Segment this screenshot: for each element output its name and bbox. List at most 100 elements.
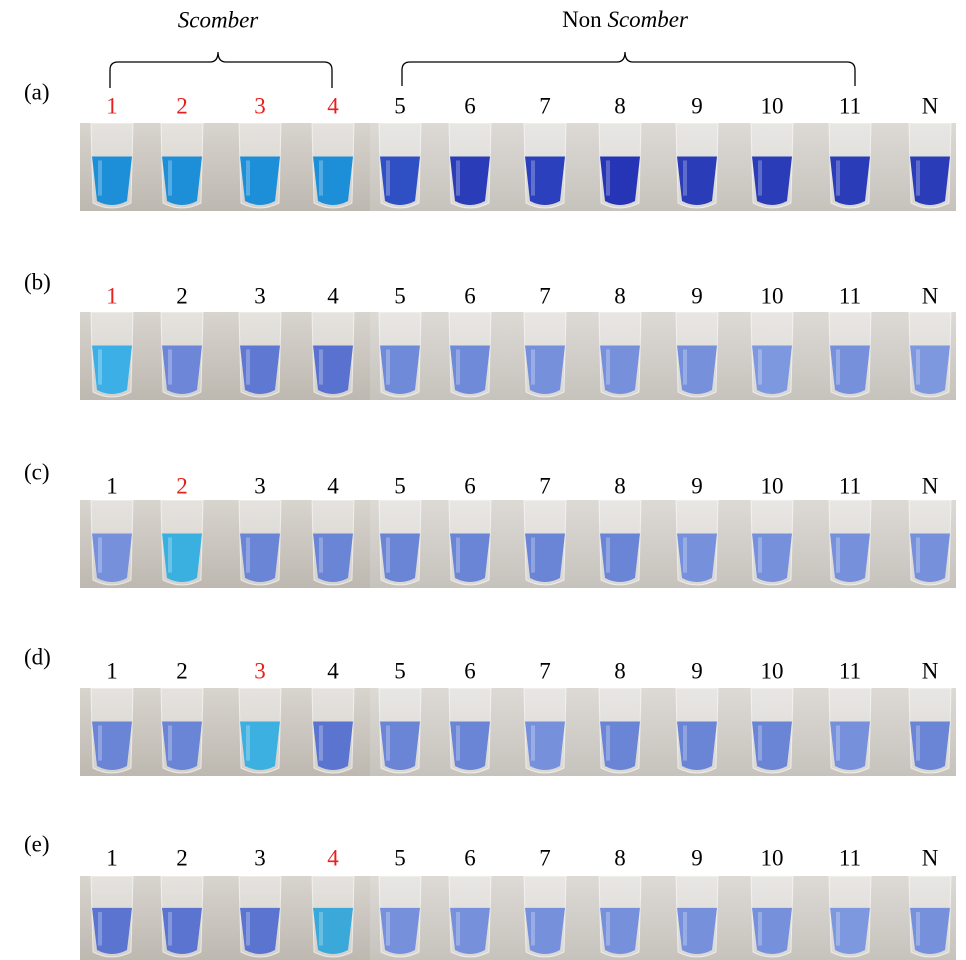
brace: [110, 52, 332, 88]
tube-label: 7: [539, 845, 551, 870]
tube-highlight: [916, 160, 920, 195]
tube-highlight: [683, 725, 687, 760]
page: Scomber Non Scomber (a)1234567891011N(b)…: [0, 0, 966, 960]
tube-highlight: [916, 912, 920, 946]
tube-highlight: [606, 160, 610, 195]
tube-highlight: [836, 349, 840, 384]
tube-label: 8: [614, 283, 626, 308]
tube-highlight: [386, 537, 390, 572]
tube-highlight: [758, 537, 762, 572]
tube-highlight: [246, 725, 250, 760]
tube-highlight: [531, 349, 535, 384]
tube-highlight: [386, 725, 390, 760]
tube-label: 2: [176, 93, 188, 118]
tube-label: 10: [761, 845, 784, 870]
tube-label: 6: [464, 93, 476, 118]
tube-highlight: [683, 537, 687, 572]
tube-highlight: [319, 349, 323, 384]
tube-label: 5: [394, 845, 406, 870]
tube-label: 7: [539, 283, 551, 308]
tube-highlight: [836, 160, 840, 195]
tube-highlight: [168, 349, 172, 384]
tube-label: 6: [464, 658, 476, 683]
row-label: (d): [24, 644, 51, 669]
tube-label: 9: [691, 845, 703, 870]
brace: [402, 52, 855, 86]
group-label: Scomber: [178, 7, 260, 32]
group-label-part: Non: [562, 7, 602, 32]
tube-label: 11: [839, 473, 861, 498]
tube-highlight: [456, 349, 460, 384]
tube-highlight: [98, 725, 102, 760]
tube-label: 7: [539, 658, 551, 683]
tube-label: 6: [464, 283, 476, 308]
tube-label: 5: [394, 473, 406, 498]
tube-label: 2: [176, 283, 188, 308]
tube-label: 3: [254, 473, 266, 498]
tube-highlight: [758, 912, 762, 946]
tube-label: 1: [106, 93, 118, 118]
tube-highlight: [319, 160, 323, 195]
tube-highlight: [531, 160, 535, 195]
tube-label: 9: [691, 658, 703, 683]
tube-highlight: [456, 725, 460, 760]
tube-label: 5: [394, 283, 406, 308]
tube-label: N: [922, 283, 939, 308]
tube-label: 8: [614, 473, 626, 498]
tube-highlight: [319, 725, 323, 760]
tube-label: 1: [106, 283, 118, 308]
tube-highlight: [168, 912, 172, 946]
tube-label: 4: [327, 283, 339, 308]
tube-highlight: [246, 160, 250, 195]
tube-label: 10: [761, 658, 784, 683]
tube-highlight: [168, 537, 172, 572]
tube-highlight: [98, 160, 102, 195]
tube-label: 9: [691, 473, 703, 498]
tube-label: N: [922, 473, 939, 498]
tube-label: 11: [839, 283, 861, 308]
group-label-part: Scomber: [607, 7, 689, 32]
tube-label: 10: [761, 93, 784, 118]
tube-highlight: [836, 537, 840, 572]
tube-highlight: [916, 349, 920, 384]
tube-label: 10: [761, 283, 784, 308]
tube-label: 8: [614, 93, 626, 118]
tube-highlight: [683, 912, 687, 946]
tube-highlight: [98, 912, 102, 946]
tube-highlight: [758, 725, 762, 760]
tube-highlight: [683, 160, 687, 195]
tube-label: 3: [254, 845, 266, 870]
tube-highlight: [916, 537, 920, 572]
tube-label: 1: [106, 658, 118, 683]
tube-highlight: [246, 912, 250, 946]
tube-highlight: [456, 912, 460, 946]
tube-label: 4: [327, 845, 339, 870]
tube-label: 3: [254, 658, 266, 683]
tube-label: N: [922, 845, 939, 870]
tube-highlight: [606, 537, 610, 572]
tube-label: 1: [106, 473, 118, 498]
tube-label: 9: [691, 283, 703, 308]
row-label: (c): [24, 459, 50, 484]
tube-highlight: [606, 725, 610, 760]
tube-highlight: [531, 537, 535, 572]
tube-label: 3: [254, 93, 266, 118]
row-label: (b): [24, 269, 51, 294]
tube-highlight: [246, 537, 250, 572]
tube-label: 4: [327, 658, 339, 683]
tube-highlight: [836, 725, 840, 760]
tube-label: 2: [176, 473, 188, 498]
tube-highlight: [531, 912, 535, 946]
tube-label: 6: [464, 473, 476, 498]
tube-label: 9: [691, 93, 703, 118]
tube-label: 8: [614, 845, 626, 870]
tube-highlight: [606, 349, 610, 384]
tube-highlight: [319, 912, 323, 946]
row-label: (a): [24, 79, 50, 104]
figure: Scomber Non Scomber (a)1234567891011N(b)…: [0, 0, 966, 960]
tube-label: 11: [839, 845, 861, 870]
tube-highlight: [456, 537, 460, 572]
tube-label: N: [922, 658, 939, 683]
tube-highlight: [98, 537, 102, 572]
tube-label: 7: [539, 93, 551, 118]
